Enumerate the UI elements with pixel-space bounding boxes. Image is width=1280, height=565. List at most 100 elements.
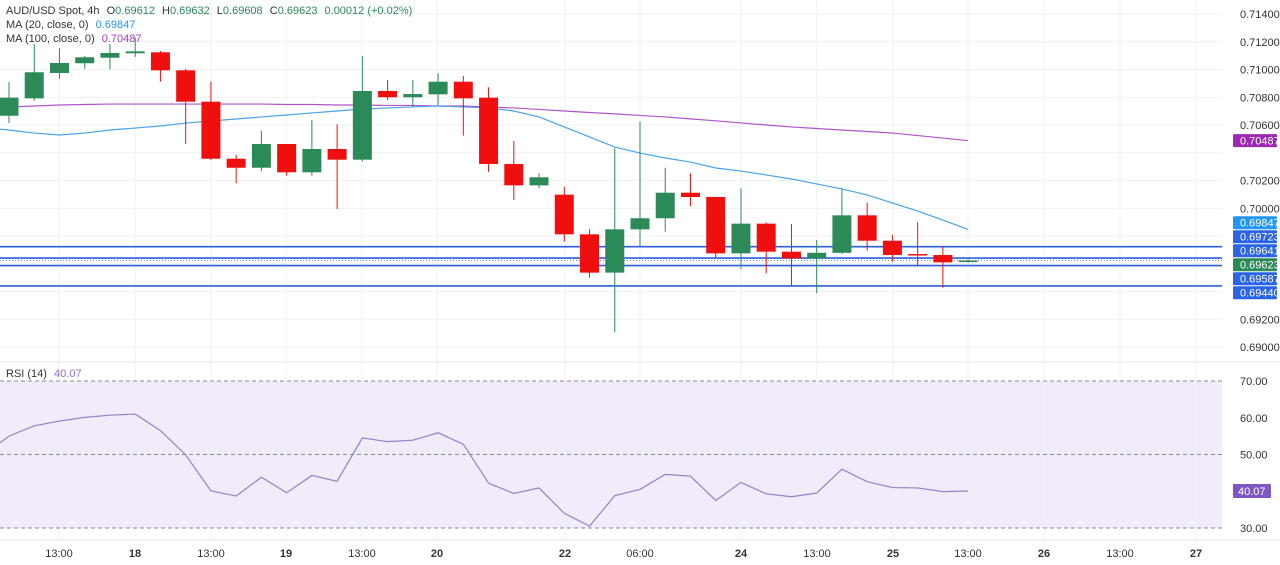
candle-down — [277, 144, 297, 173]
candle-up — [125, 51, 145, 54]
ohlc-close: C0.69623 — [269, 5, 318, 17]
candle-up — [807, 252, 827, 259]
candle-up — [403, 94, 423, 98]
time-axis-label: 13:00 — [1106, 548, 1134, 560]
candle-up — [428, 81, 448, 95]
ma100-value: 0.70487 — [101, 33, 142, 45]
symbol-legend: AUD/USD Spot, 4h O0.69612 H0.69632 L0.69… — [6, 5, 416, 18]
candle-down — [453, 81, 473, 99]
level-badge — [1233, 244, 1277, 258]
candle-down — [554, 194, 574, 235]
rsi-axis-label: 50.00 — [1240, 450, 1268, 462]
candle-down — [882, 240, 902, 256]
level-badge-label: 0.69641 — [1240, 246, 1280, 258]
candle-down — [680, 192, 700, 198]
time-axis-label: 13:00 — [954, 548, 982, 560]
ma20-line — [0, 105, 969, 231]
level-badge-label: 0.69723 — [1240, 232, 1280, 244]
candle-down — [756, 223, 776, 252]
rsi-axis-label: 60.00 — [1240, 413, 1268, 425]
candle-up — [24, 72, 44, 99]
candle-up — [630, 218, 650, 230]
ma20-badge — [1233, 216, 1277, 230]
rsi-value-badge-label: 40.07 — [1238, 486, 1266, 498]
rsi-axis-label: 70.00 — [1240, 376, 1268, 388]
candle-up — [731, 223, 751, 254]
candle-down — [933, 255, 953, 263]
candle-up — [0, 97, 19, 116]
candle-up — [49, 62, 69, 73]
ma20-badge-label: 0.69847 — [1240, 218, 1280, 230]
rsi-value: 40.07 — [54, 368, 82, 380]
ohlc-high: H0.69632 — [162, 5, 210, 17]
candle-up — [302, 149, 322, 173]
candle-up — [605, 229, 625, 273]
time-axis-label: 18 — [129, 548, 141, 560]
time-axis-label: 06:00 — [626, 548, 654, 560]
candle-up — [251, 144, 271, 168]
candle-up — [75, 57, 95, 64]
time-axis-label: 13:00 — [45, 548, 73, 560]
time-axis-label: 19 — [280, 548, 292, 560]
ohlc-change: 0.00012 (+0.02%) — [324, 5, 413, 17]
candle-up — [100, 52, 120, 58]
ma20-value: 0.69847 — [95, 19, 136, 31]
level-badge-label: 0.69440 — [1240, 288, 1280, 300]
rsi-legend[interactable]: RSI (14) 40.07 — [6, 368, 86, 381]
ma100-label: MA (100, close, 0) — [6, 33, 95, 45]
price-axis-label: 0.71000 — [1240, 65, 1280, 77]
candle-down — [908, 254, 928, 256]
ma100-badge-label: 0.70487 — [1240, 136, 1280, 148]
price-axis-label: 0.70800 — [1240, 92, 1280, 104]
candle-up — [958, 260, 978, 263]
rsi-label: RSI (14) — [6, 368, 47, 380]
level-badge-label: 0.69587 — [1240, 274, 1280, 286]
rsi-value-badge — [1233, 483, 1271, 498]
candle-down — [580, 234, 600, 273]
price-axis-label: 0.70600 — [1240, 120, 1280, 132]
time-axis-label: 13:00 — [803, 548, 831, 560]
time-axis-label: 26 — [1038, 548, 1050, 560]
current-price-badge — [1233, 258, 1277, 272]
time-axis-label: 22 — [559, 548, 571, 560]
candle-up — [352, 91, 372, 160]
level-badge — [1233, 272, 1277, 286]
candle-down — [150, 52, 170, 71]
candle-down — [201, 101, 221, 159]
candle-up — [655, 192, 675, 219]
ma100-line — [0, 103, 969, 142]
symbol-title: AUD/USD Spot, 4h — [6, 5, 100, 17]
candle-down — [479, 97, 499, 164]
level-badge — [1233, 230, 1277, 244]
ma20-label: MA (20, close, 0) — [6, 19, 89, 31]
time-axis-label: 25 — [887, 548, 899, 560]
candle-down — [378, 91, 398, 98]
candle-down — [226, 158, 246, 168]
time-axis-label: 27 — [1190, 548, 1202, 560]
candle-up — [832, 215, 852, 253]
candle-down — [857, 215, 877, 241]
rsi-axis-label: 30.00 — [1240, 523, 1268, 535]
time-axis-label: 24 — [735, 548, 748, 560]
candle-down — [176, 70, 196, 102]
candle-down — [706, 197, 726, 254]
current-price-badge-label: 0.69623 — [1240, 260, 1280, 272]
candle-down — [327, 149, 347, 160]
candle-down — [781, 251, 801, 259]
ma100-badge — [1233, 134, 1277, 148]
price-axis-label: 0.71400 — [1240, 9, 1280, 21]
ohlc-low: L0.69608 — [216, 5, 263, 17]
ma20-legend[interactable]: MA (20, close, 0) 0.69847 — [6, 19, 139, 32]
level-badge — [1233, 286, 1277, 300]
price-axis-label: 0.70000 — [1240, 203, 1280, 215]
ohlc-open: O0.69612 — [106, 5, 155, 17]
rsi-line — [0, 413, 969, 527]
time-axis-label: 13:00 — [197, 548, 225, 560]
time-axis-label: 20 — [431, 548, 443, 560]
price-axis-label: 0.69200 — [1240, 314, 1280, 326]
price-axis-label: 0.71200 — [1240, 37, 1280, 49]
candle-up — [529, 177, 549, 186]
ma100-legend[interactable]: MA (100, close, 0) 0.70487 — [6, 33, 145, 46]
candle-down — [504, 163, 524, 186]
